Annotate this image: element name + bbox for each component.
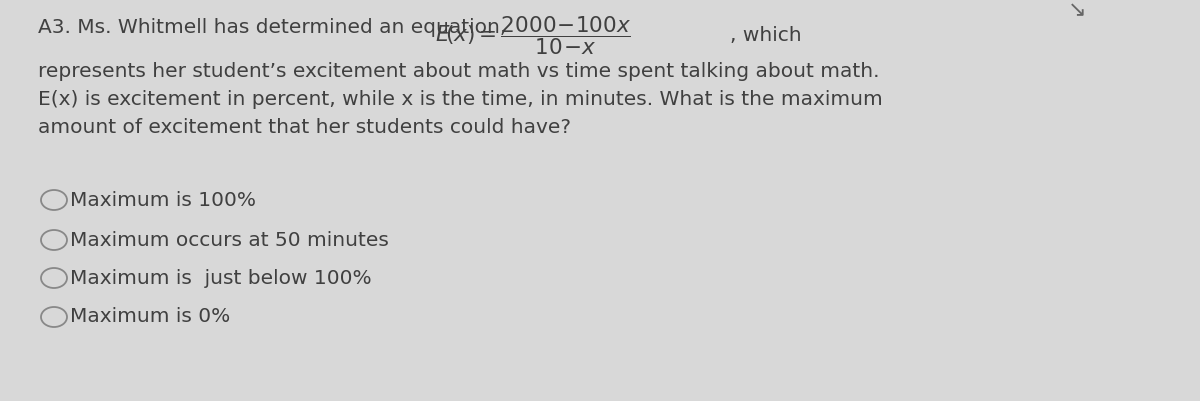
Text: Maximum occurs at 50 minutes: Maximum occurs at 50 minutes <box>70 231 389 249</box>
Text: E(x) is excitement in percent, while x is the time, in minutes. What is the maxi: E(x) is excitement in percent, while x i… <box>38 90 883 109</box>
Text: $\mathit{E}\!\left(x\right) = \dfrac{2000\!-\!100x}{10\!-\!x}$: $\mathit{E}\!\left(x\right) = \dfrac{200… <box>436 14 631 57</box>
Text: ↘: ↘ <box>1068 0 1087 20</box>
Text: amount of excitement that her students could have?: amount of excitement that her students c… <box>38 118 571 137</box>
Text: represents her student’s excitement about math vs time spent talking about math.: represents her student’s excitement abou… <box>38 62 880 81</box>
Text: Maximum is  just below 100%: Maximum is just below 100% <box>70 269 372 288</box>
Text: A3. Ms. Whitmell has determined an equation,: A3. Ms. Whitmell has determined an equat… <box>38 18 512 37</box>
Text: , which: , which <box>730 26 802 45</box>
Text: Maximum is 100%: Maximum is 100% <box>70 190 256 209</box>
Text: Maximum is 0%: Maximum is 0% <box>70 308 230 326</box>
